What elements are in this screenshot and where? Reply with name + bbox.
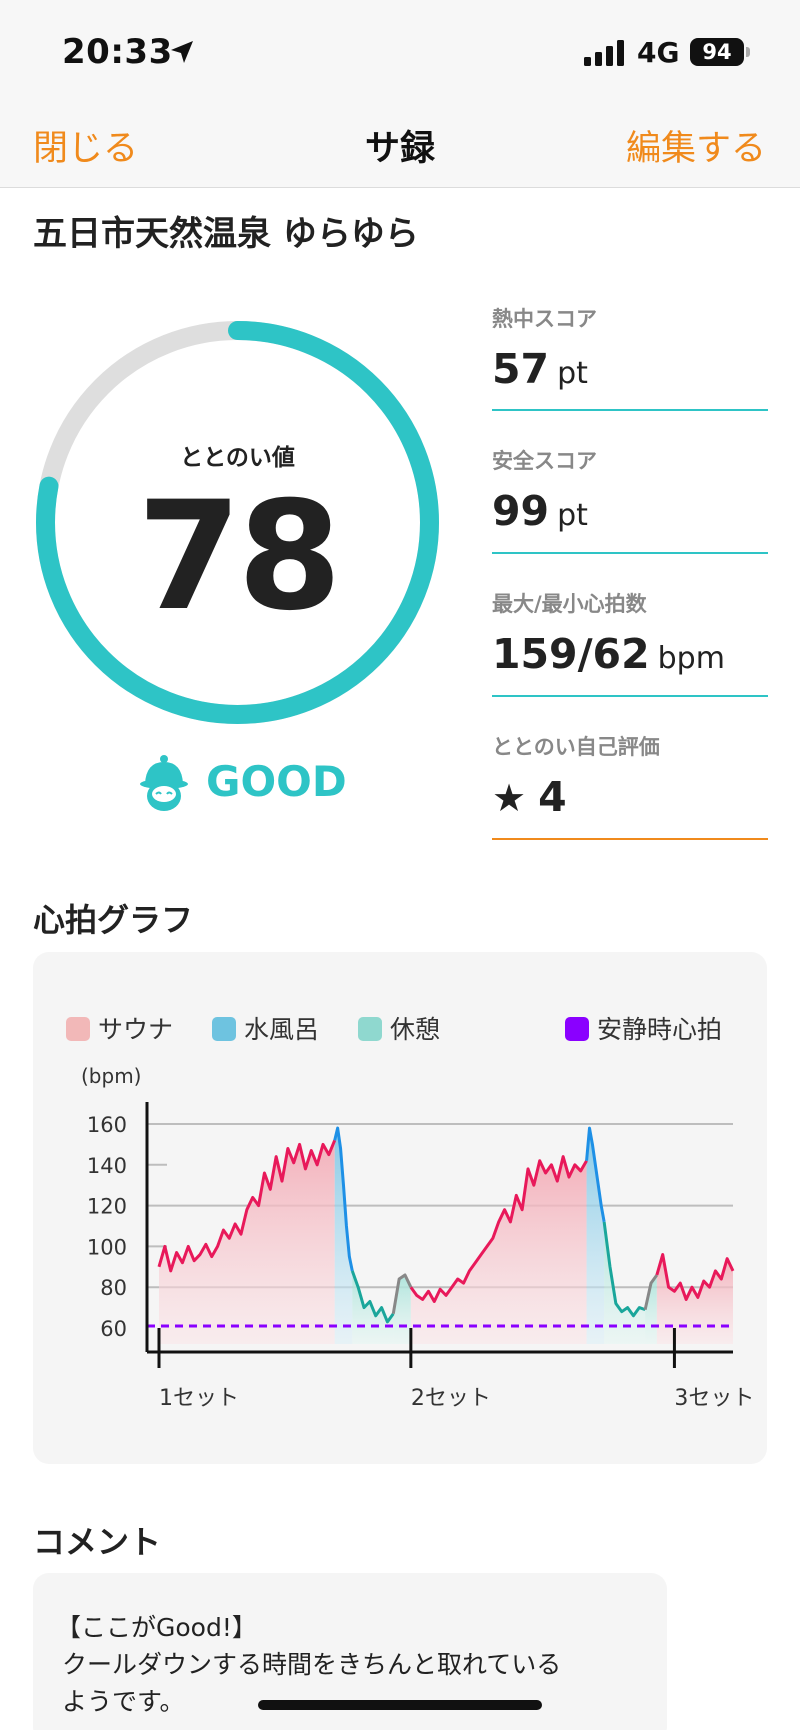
comment-line: クールダウンする時間をきちんと取れている: [62, 1650, 562, 1679]
series-line: [602, 1221, 646, 1318]
series-line: [643, 1274, 659, 1310]
series-line: [350, 1270, 395, 1324]
edit-button[interactable]: 編集する: [625, 129, 766, 169]
y-tick-label: 80: [100, 1276, 127, 1300]
totonoi-label: ととのい値: [180, 445, 295, 471]
stat-label: 熱中スコア: [492, 307, 597, 331]
stat-divider: [492, 695, 768, 697]
legend-swatch: [212, 1017, 236, 1041]
y-tick-label: 120: [87, 1195, 127, 1219]
stat-unit: pt: [557, 356, 588, 391]
location-arrow-icon: [171, 41, 193, 63]
stat-label: ととのい自己評価: [492, 735, 660, 759]
status-time: 20:33: [62, 32, 173, 72]
series-line: [157, 1139, 337, 1273]
legend-label: 水風呂: [244, 1015, 320, 1044]
page-title: サ録: [364, 129, 435, 169]
comment-line: ようです。: [62, 1687, 185, 1716]
network-type: 4G: [637, 36, 680, 69]
stat-label: 最大/最小心拍数: [492, 592, 647, 616]
series-line: [655, 1253, 735, 1301]
totonoi-gauge: [36, 321, 439, 724]
status-bar: 20:33 4G 94: [0, 0, 800, 96]
legend-label: 休憩: [390, 1015, 441, 1044]
legend-sauna: サウナ: [66, 1010, 173, 1044]
series-area: [334, 1128, 353, 1344]
stat-divider: [492, 409, 768, 411]
series-line: [391, 1273, 413, 1314]
legend-cold-bath: 水風呂: [212, 1010, 319, 1044]
stat-heat-score: 熱中スコア 57 pt: [492, 303, 768, 411]
stat-number: 99: [492, 487, 550, 535]
totonoi-value: 78: [137, 470, 342, 644]
legend-swatch: [565, 1017, 589, 1041]
facility-name: 五日市天然温泉 ゆらゆら: [33, 214, 419, 254]
stat-number: 159/62: [492, 630, 650, 678]
nav-bar: 閉じる サ録 編集する: [0, 96, 800, 188]
comment-title: コメント: [33, 1523, 162, 1561]
series-area: [604, 1221, 646, 1344]
stat-divider: [492, 838, 768, 840]
legend-swatch: [358, 1017, 382, 1041]
heart-graph-card: [33, 952, 767, 1464]
stat-safety-score: 安全スコア 99 pt: [492, 445, 768, 554]
battery-tip: [746, 47, 750, 57]
stat-divider: [492, 552, 768, 554]
series-line: [585, 1126, 606, 1223]
legend-label: 安静時心拍: [597, 1015, 723, 1044]
stat-value: 159/62 bpm: [492, 630, 768, 682]
sauna-hat-face-icon: [140, 755, 188, 811]
series-area: [393, 1274, 411, 1344]
series-area: [586, 1128, 605, 1344]
stat-value: 57 pt: [492, 345, 768, 397]
series-line: [333, 1126, 354, 1272]
y-tick-label: 60: [100, 1317, 127, 1341]
series-area: [159, 1140, 335, 1344]
stat-heart-rate: 最大/最小心拍数 159/62 bpm: [492, 588, 768, 697]
stat-self-rating[interactable]: ととのい自己評価 ★ 4: [492, 731, 768, 840]
series-area: [410, 1156, 587, 1344]
stat-label: 安全スコア: [492, 449, 597, 473]
legend-rest: 休憩: [358, 1010, 440, 1044]
stat-number: 57: [492, 345, 550, 393]
stat-value: ★ 4: [492, 773, 768, 825]
stat-unit: pt: [557, 498, 588, 533]
x-tick-label: 2セット: [411, 1386, 491, 1411]
y-tick-label: 140: [87, 1154, 127, 1178]
y-tick-label: 160: [87, 1113, 127, 1137]
stat-unit: bpm: [657, 641, 725, 676]
heart-graph-title: 心拍グラフ: [33, 901, 194, 939]
star-icon: ★: [492, 776, 527, 820]
close-button[interactable]: 閉じる: [33, 129, 139, 169]
legend-swatch: [66, 1017, 90, 1041]
home-indicator[interactable]: [258, 1700, 542, 1710]
y-axis-label: (bpm): [81, 1064, 141, 1088]
rating-text: GOOD: [206, 757, 347, 806]
series-line: [409, 1155, 588, 1303]
comment-line: 【ここがGood!】: [56, 1613, 257, 1642]
gauge-progress-arc: [36, 321, 439, 724]
cell-signal-icon: [584, 40, 624, 66]
legend-resting-hr: 安静時心拍: [565, 1010, 722, 1044]
stat-value: 99 pt: [492, 487, 768, 539]
y-tick-label: 100: [87, 1235, 127, 1259]
heart-rate-chart: (bpm) 160 140 120 100 80 60 1セット 2セット 3セット: [81, 1064, 754, 1411]
x-tick-label: 3セット: [674, 1386, 754, 1411]
stat-number: 4: [538, 773, 567, 821]
x-tick-label: 1セット: [159, 1386, 239, 1411]
series-area: [656, 1254, 733, 1344]
legend-label: サウナ: [98, 1015, 174, 1044]
battery-icon: 94: [690, 38, 744, 66]
